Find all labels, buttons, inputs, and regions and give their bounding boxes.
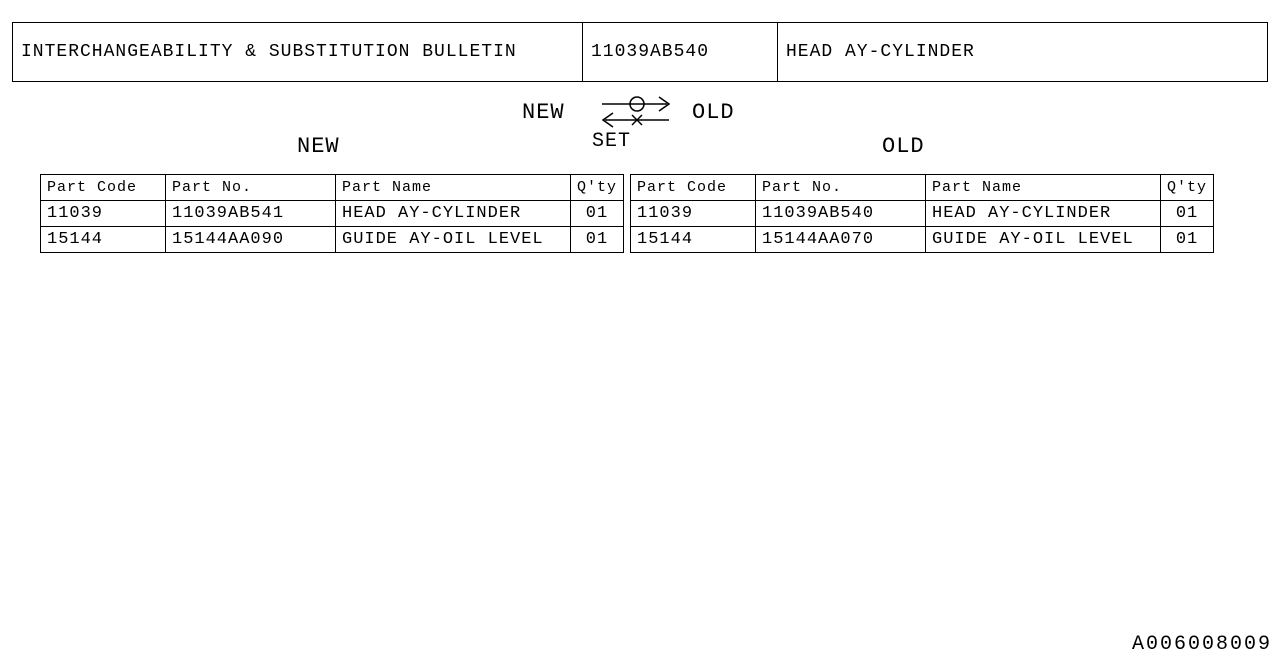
footer-code: A006008009 xyxy=(1132,633,1272,656)
table-header-row: Part Code Part No. Part Name Q'ty xyxy=(41,175,624,201)
header-box: INTERCHANGEABILITY & SUBSTITUTION BULLET… xyxy=(12,22,1268,82)
old-parts-table: Part Code Part No. Part Name Q'ty 11039 … xyxy=(630,174,1214,253)
table-row: 15144 15144AA070 GUIDE AY-OIL LEVEL 01 xyxy=(631,227,1214,253)
cell-part-name: GUIDE AY-OIL LEVEL xyxy=(926,227,1161,253)
cell-part-no: 15144AA090 xyxy=(166,227,336,253)
col-part-no: Part No. xyxy=(756,175,926,201)
header-part-name: HEAD AY-CYLINDER xyxy=(778,23,1267,81)
cell-part-code: 15144 xyxy=(631,227,756,253)
col-qty: Q'ty xyxy=(1161,175,1214,201)
cell-qty: 01 xyxy=(571,201,624,227)
tables-wrap: Part Code Part No. Part Name Q'ty 11039 … xyxy=(40,174,1240,253)
col-qty: Q'ty xyxy=(571,175,624,201)
table-row: 11039 11039AB540 HEAD AY-CYLINDER 01 xyxy=(631,201,1214,227)
col-part-name: Part Name xyxy=(336,175,571,201)
table-row: 11039 11039AB541 HEAD AY-CYLINDER 01 xyxy=(41,201,624,227)
mid-row: NEW OLD SET xyxy=(12,92,1268,148)
col-part-name: Part Name xyxy=(926,175,1161,201)
section-old-label: OLD xyxy=(882,134,925,159)
mid-old-label: OLD xyxy=(692,100,735,125)
section-new-label: NEW xyxy=(297,134,340,159)
cell-part-name: HEAD AY-CYLINDER xyxy=(926,201,1161,227)
cell-part-code: 15144 xyxy=(41,227,166,253)
cell-part-name: HEAD AY-CYLINDER xyxy=(336,201,571,227)
table-header-row: Part Code Part No. Part Name Q'ty xyxy=(631,175,1214,201)
col-part-no: Part No. xyxy=(166,175,336,201)
cell-qty: 01 xyxy=(1161,227,1214,253)
cell-part-code: 11039 xyxy=(631,201,756,227)
col-part-code: Part Code xyxy=(631,175,756,201)
col-part-code: Part Code xyxy=(41,175,166,201)
cell-qty: 01 xyxy=(1161,201,1214,227)
new-parts-table: Part Code Part No. Part Name Q'ty 11039 … xyxy=(40,174,624,253)
cell-part-no: 11039AB540 xyxy=(756,201,926,227)
interchange-symbol-icon xyxy=(597,92,677,132)
section-labels: NEW OLD xyxy=(12,148,1268,174)
header-title: INTERCHANGEABILITY & SUBSTITUTION BULLET… xyxy=(13,23,583,81)
header-part-no: 11039AB540 xyxy=(583,23,778,81)
cell-part-name: GUIDE AY-OIL LEVEL xyxy=(336,227,571,253)
cell-part-code: 11039 xyxy=(41,201,166,227)
table-row: 15144 15144AA090 GUIDE AY-OIL LEVEL 01 xyxy=(41,227,624,253)
cell-qty: 01 xyxy=(571,227,624,253)
cell-part-no: 11039AB541 xyxy=(166,201,336,227)
cell-part-no: 15144AA070 xyxy=(756,227,926,253)
mid-new-label: NEW xyxy=(522,100,565,125)
